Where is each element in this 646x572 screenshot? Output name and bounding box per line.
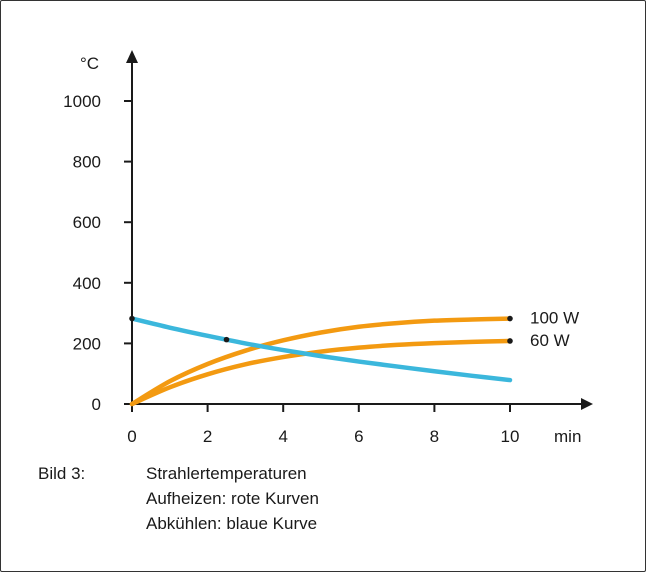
x-tick-label: 4 bbox=[278, 427, 287, 446]
x-tick-label: 6 bbox=[354, 427, 363, 446]
curve-heating-100w bbox=[129, 316, 513, 407]
y-tick-label: 800 bbox=[73, 153, 101, 172]
caption-line-cooling: Abkühlen: blaue Kurve bbox=[146, 514, 318, 533]
axes bbox=[124, 50, 593, 412]
x-axis-label: min bbox=[554, 427, 581, 446]
series-label: 60 W bbox=[530, 331, 570, 350]
series-label: 100 W bbox=[530, 309, 579, 328]
caption-line-title: Strahlertemperaturen bbox=[146, 464, 307, 483]
y-tick-label: 200 bbox=[73, 334, 101, 353]
y-tick-label: 1000 bbox=[63, 92, 101, 111]
caption-line-heating: Aufheizen: rote Kurven bbox=[146, 489, 319, 508]
x-tick-label: 0 bbox=[127, 427, 136, 446]
marker-dot bbox=[129, 315, 135, 322]
labels: 0 200 400 600 800 1000 0 2 4 6 8 10 °C min 100 W 60 W bbox=[63, 54, 581, 446]
caption-number: Bild 3: bbox=[38, 464, 86, 483]
caption-lines: Strahlertemperaturen Aufheizen: rote Kur… bbox=[146, 461, 319, 536]
curve-cooling bbox=[129, 316, 513, 383]
x-axis-arrow bbox=[581, 398, 593, 410]
markers bbox=[129, 315, 513, 344]
y-tick-label: 400 bbox=[73, 274, 101, 293]
x-tick-label: 8 bbox=[430, 427, 439, 446]
curve-heating-60w bbox=[129, 338, 513, 407]
marker-dot bbox=[507, 315, 513, 322]
y-axis-arrow bbox=[126, 50, 138, 63]
x-tick-label: 10 bbox=[501, 427, 520, 446]
x-tick-label: 2 bbox=[203, 427, 212, 446]
temperature-chart: 0 200 400 600 800 1000 0 2 4 6 8 10 °C min 100 W 60 W bbox=[63, 50, 593, 446]
marker-dot bbox=[507, 338, 513, 344]
curves bbox=[129, 316, 513, 407]
y-tick-label: 0 bbox=[92, 395, 101, 414]
y-tick-label: 600 bbox=[73, 213, 101, 232]
marker-dot bbox=[223, 336, 230, 343]
y-axis-label: °C bbox=[80, 54, 99, 73]
